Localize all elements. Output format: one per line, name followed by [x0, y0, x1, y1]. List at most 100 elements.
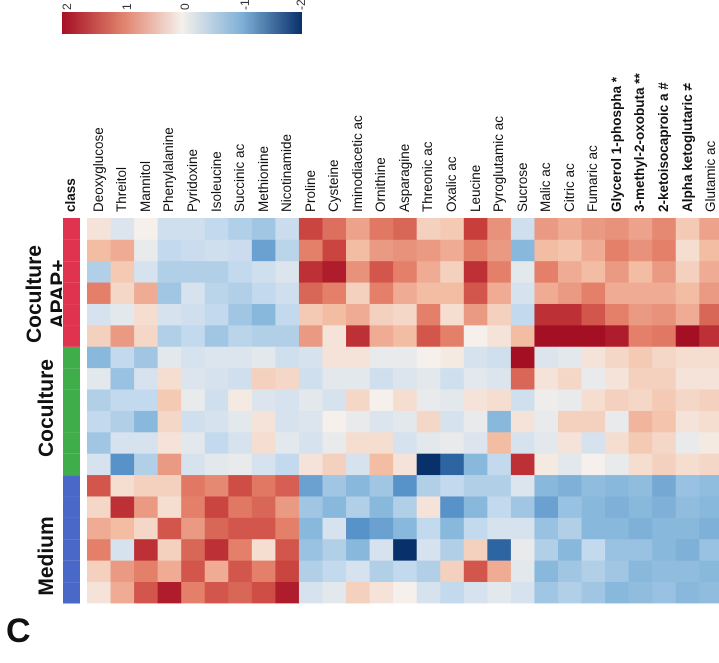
heatmap-cell [157, 260, 182, 283]
row-label: Proline [302, 169, 318, 212]
heatmap-cell [369, 538, 394, 561]
heatmap-cell [298, 496, 323, 518]
heatmap-cell [157, 431, 182, 454]
heatmap-cell [699, 496, 719, 518]
heatmap-cell [675, 218, 700, 240]
heatmap-cell [581, 431, 606, 454]
heatmap-cell [298, 303, 323, 326]
heatmap-cell [605, 260, 630, 283]
heatmap-cell [534, 303, 559, 326]
heatmap-cell [581, 560, 606, 583]
heatmap-cell [487, 560, 512, 583]
row-label: Threonic ac [420, 141, 436, 212]
heatmap-cell [534, 282, 559, 304]
class-annotation-bar [63, 218, 80, 240]
heatmap-cell [534, 346, 559, 369]
row-label: Fumaric ac [585, 145, 601, 212]
heatmap-cell [181, 218, 206, 240]
heatmap-cell [463, 560, 488, 583]
heatmap-cell [134, 538, 159, 561]
heatmap-cell [463, 496, 488, 518]
heatmap-cell [204, 260, 229, 283]
heatmap-cell [134, 517, 159, 540]
heatmap-cell [581, 303, 606, 326]
heatmap-cell [416, 431, 441, 454]
heatmap-cell [157, 324, 182, 347]
heatmap-cell [393, 346, 418, 369]
heatmap-cell [558, 346, 582, 369]
heatmap-cell [369, 303, 394, 326]
heatmap-cell [134, 303, 159, 326]
heatmap-cell [298, 581, 323, 604]
heatmap-cell [228, 260, 253, 283]
heatmap-cell [87, 517, 111, 540]
heatmap-cell [699, 517, 719, 540]
heatmap-cell [463, 517, 488, 540]
heatmap-cell [298, 346, 323, 369]
heatmap-cell [510, 560, 535, 583]
class-annotation-bar [63, 538, 80, 561]
heatmap-cell [322, 239, 347, 262]
heatmap-cell [652, 282, 677, 304]
heatmap-cell [204, 282, 229, 304]
heatmap-cell [134, 560, 159, 583]
heatmap-cell [558, 453, 582, 476]
heatmap-cell [652, 303, 677, 326]
heatmap-cell [699, 239, 719, 262]
heatmap-cell [534, 431, 559, 454]
heatmap-cell [322, 453, 347, 476]
heatmap-cell [87, 453, 111, 476]
heatmap-cell [87, 346, 111, 369]
heatmap-cell [228, 581, 253, 604]
heatmap-cell [275, 260, 300, 283]
heatmap-cell [251, 389, 276, 411]
heatmap-cell [393, 260, 418, 283]
heatmap-cell [228, 303, 253, 326]
row-label: Phenylalanine [161, 127, 177, 212]
heatmap-cell [157, 367, 182, 390]
heatmap-cell [393, 367, 418, 390]
heatmap-cell [369, 560, 394, 583]
heatmap-cell [251, 346, 276, 369]
heatmap-cell [440, 517, 465, 540]
heatmap-cell [393, 453, 418, 476]
heatmap-cell [157, 346, 182, 369]
heatmap-cell [581, 389, 606, 411]
heatmap-cell [487, 410, 512, 433]
class-annotation-bar [63, 496, 80, 518]
heatmap-cell [157, 517, 182, 540]
heatmap-cell [581, 218, 606, 240]
heatmap-cell [275, 239, 300, 262]
heatmap-cell [558, 282, 582, 304]
heatmap-cell [157, 218, 182, 240]
heatmap-cell [675, 324, 700, 347]
row-label: Cysteine [326, 159, 342, 212]
heatmap-cell [440, 431, 465, 454]
heatmap-cell [275, 453, 300, 476]
heatmap-cell [440, 282, 465, 304]
heatmap-cell [558, 260, 582, 283]
heatmap-cell [558, 431, 582, 454]
heatmap-cell [251, 538, 276, 561]
heatmap-cell [510, 538, 535, 561]
heatmap-cell [605, 581, 630, 604]
heatmap-cell [581, 324, 606, 347]
heatmap-cell [393, 560, 418, 583]
heatmap-cell [87, 496, 111, 518]
row-label: Pyridoxine [184, 148, 200, 212]
heatmap-cell [110, 410, 135, 433]
heatmap-cell [346, 389, 370, 411]
heatmap-cell [628, 431, 653, 454]
heatmap-cell [181, 560, 206, 583]
heatmap-cell [440, 239, 465, 262]
row-label: Ornithine [373, 157, 389, 212]
heatmap-cell [440, 303, 465, 326]
heatmap-cell [675, 560, 700, 583]
heatmap-cell [346, 282, 370, 304]
heatmap-cell [581, 538, 606, 561]
heatmap-cell [110, 474, 135, 497]
legend-tick-label: 2 [60, 3, 74, 10]
heatmap-cell [134, 581, 159, 604]
heatmap-cell [628, 410, 653, 433]
heatmap-cell [275, 538, 300, 561]
